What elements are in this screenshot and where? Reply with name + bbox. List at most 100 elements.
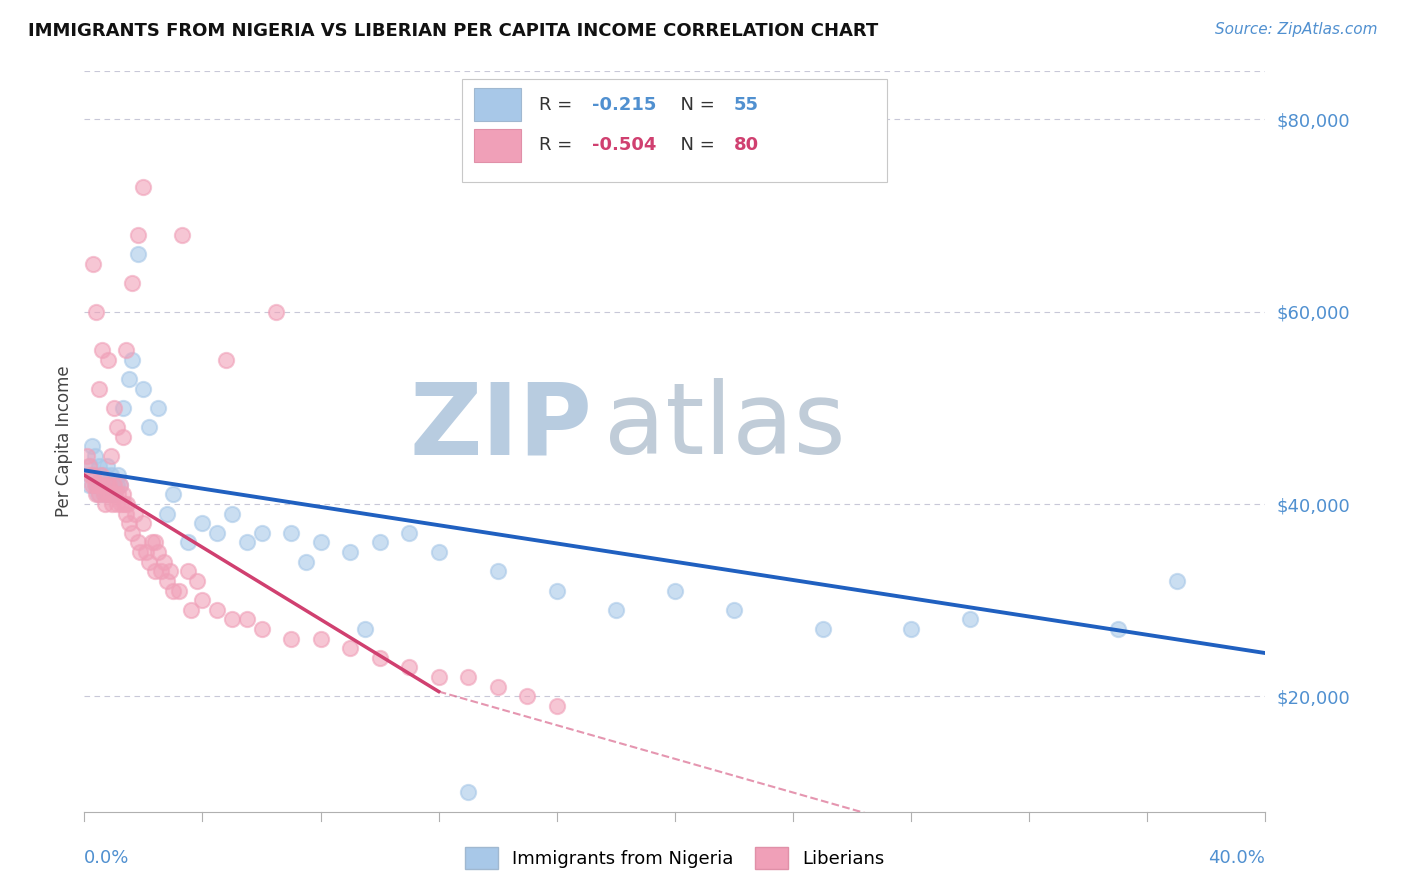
Point: [215, 352, 238, 367]
Point: [98, 478, 121, 492]
Point: [132, 516, 155, 531]
Point: [107, 468, 129, 483]
Point: [309, 535, 332, 549]
Point: [103, 478, 125, 492]
Point: [80, 439, 103, 453]
Point: [94, 497, 117, 511]
Point: [129, 545, 152, 559]
Point: [107, 487, 129, 501]
Point: [427, 670, 450, 684]
Point: [100, 487, 122, 501]
Point: [121, 525, 143, 540]
Point: [76, 449, 98, 463]
Point: [79, 468, 101, 483]
Point: [100, 449, 122, 463]
Point: [191, 593, 214, 607]
Point: [177, 565, 200, 579]
Text: N =: N =: [669, 95, 720, 113]
Point: [93, 487, 115, 501]
Point: [97, 352, 120, 367]
Point: [111, 430, 134, 444]
Point: [94, 468, 117, 483]
Point: [236, 535, 259, 549]
Point: [105, 478, 128, 492]
Point: [79, 458, 101, 473]
Point: [80, 478, 103, 492]
Point: [90, 468, 112, 483]
Point: [84, 304, 107, 318]
Point: [77, 478, 100, 492]
Point: [723, 603, 745, 617]
Point: [96, 458, 118, 473]
Point: [105, 497, 128, 511]
Point: [112, 497, 135, 511]
Point: [398, 660, 420, 674]
Point: [143, 535, 166, 549]
Point: [91, 478, 114, 492]
Point: [180, 603, 202, 617]
Point: [1107, 622, 1129, 636]
Point: [86, 487, 108, 501]
Point: [207, 525, 229, 540]
Text: -0.504: -0.504: [592, 136, 657, 154]
Point: [138, 420, 160, 434]
Point: [546, 583, 568, 598]
Point: [84, 478, 107, 492]
Point: [250, 622, 273, 636]
Legend: Immigrants from Nigeria, Liberians: Immigrants from Nigeria, Liberians: [457, 838, 893, 879]
Point: [135, 545, 157, 559]
Text: R =: R =: [538, 95, 578, 113]
Point: [156, 574, 179, 588]
Point: [90, 468, 112, 483]
Text: R =: R =: [538, 136, 578, 154]
Point: [221, 612, 243, 626]
Point: [127, 247, 149, 261]
Point: [115, 497, 138, 511]
Text: IMMIGRANTS FROM NIGERIA VS LIBERIAN PER CAPITA INCOME CORRELATION CHART: IMMIGRANTS FROM NIGERIA VS LIBERIAN PER …: [28, 22, 879, 40]
Point: [177, 535, 200, 549]
Point: [91, 478, 114, 492]
Point: [236, 612, 259, 626]
Point: [295, 555, 318, 569]
Text: 80: 80: [734, 136, 759, 154]
Point: [121, 352, 143, 367]
Point: [114, 343, 136, 358]
Text: 0.0%: 0.0%: [84, 849, 129, 867]
Point: [124, 507, 146, 521]
Point: [108, 478, 131, 492]
Point: [100, 468, 122, 483]
Point: [87, 458, 111, 473]
Point: [457, 670, 479, 684]
Text: -0.215: -0.215: [592, 95, 657, 113]
Text: Source: ZipAtlas.com: Source: ZipAtlas.com: [1215, 22, 1378, 37]
Point: [427, 545, 450, 559]
Point: [91, 343, 114, 358]
Point: [221, 507, 243, 521]
Point: [82, 468, 104, 483]
Point: [339, 545, 361, 559]
Point: [82, 468, 104, 483]
Point: [167, 583, 190, 598]
Point: [132, 179, 155, 194]
Point: [309, 632, 332, 646]
Point: [148, 545, 170, 559]
Point: [97, 487, 120, 501]
Point: [207, 603, 229, 617]
Point: [132, 382, 155, 396]
Point: [84, 487, 107, 501]
Point: [103, 401, 125, 415]
Point: [105, 420, 128, 434]
Point: [127, 535, 149, 549]
Point: [143, 565, 166, 579]
Text: 55: 55: [734, 95, 759, 113]
Point: [486, 680, 509, 694]
Point: [111, 401, 134, 415]
Point: [162, 487, 184, 501]
Text: 40.0%: 40.0%: [1209, 849, 1265, 867]
Point: [83, 478, 105, 492]
Point: [368, 651, 391, 665]
Point: [900, 622, 922, 636]
Point: [83, 449, 105, 463]
Point: [266, 304, 288, 318]
Point: [82, 257, 104, 271]
